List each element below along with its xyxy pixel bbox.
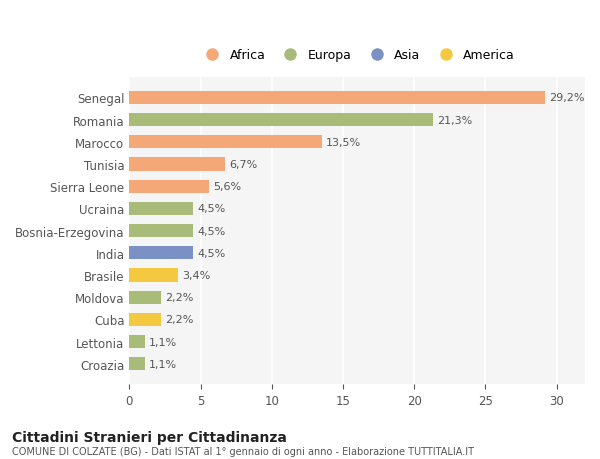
Text: 4,5%: 4,5% — [198, 226, 226, 236]
Bar — [130, 358, 145, 371]
Text: 2,2%: 2,2% — [165, 315, 193, 325]
Bar — [130, 136, 322, 149]
Text: 21,3%: 21,3% — [437, 115, 472, 125]
Text: 4,5%: 4,5% — [198, 204, 226, 214]
Bar — [130, 224, 193, 238]
Text: 5,6%: 5,6% — [214, 182, 241, 192]
Text: 4,5%: 4,5% — [198, 248, 226, 258]
Text: 13,5%: 13,5% — [326, 138, 361, 147]
Bar — [130, 313, 161, 326]
Text: 6,7%: 6,7% — [229, 160, 257, 170]
Bar — [130, 246, 193, 260]
Text: Cittadini Stranieri per Cittadinanza: Cittadini Stranieri per Cittadinanza — [12, 430, 287, 444]
Text: COMUNE DI COLZATE (BG) - Dati ISTAT al 1° gennaio di ogni anno - Elaborazione TU: COMUNE DI COLZATE (BG) - Dati ISTAT al 1… — [12, 447, 474, 456]
Bar — [130, 158, 225, 171]
Text: 2,2%: 2,2% — [165, 292, 193, 302]
Bar — [130, 180, 209, 194]
Text: 1,1%: 1,1% — [149, 337, 178, 347]
Bar — [130, 291, 161, 304]
Bar — [130, 269, 178, 282]
Text: 1,1%: 1,1% — [149, 359, 178, 369]
Legend: Africa, Europa, Asia, America: Africa, Europa, Asia, America — [194, 44, 520, 67]
Text: 29,2%: 29,2% — [550, 93, 585, 103]
Text: 3,4%: 3,4% — [182, 270, 210, 280]
Bar — [130, 335, 145, 348]
Bar — [130, 202, 193, 216]
Bar — [130, 92, 545, 105]
Bar — [130, 114, 433, 127]
